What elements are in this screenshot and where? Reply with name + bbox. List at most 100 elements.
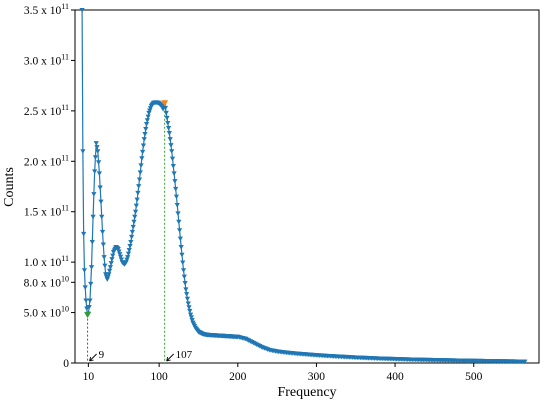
y-tick-label: 0 xyxy=(63,358,69,370)
series-line xyxy=(81,9,525,363)
data-point xyxy=(129,234,135,240)
data-point xyxy=(102,263,108,269)
x-axis-label: Frequency xyxy=(277,385,336,400)
data-point xyxy=(88,265,95,270)
data-point xyxy=(176,219,182,225)
data-point xyxy=(182,280,188,286)
data-point xyxy=(180,268,187,273)
data-point xyxy=(126,248,132,253)
data-point xyxy=(91,192,97,197)
data-point xyxy=(109,257,115,262)
data-point xyxy=(118,254,124,260)
y-tick-label: 8.0 x 1010 xyxy=(24,274,69,289)
data-point xyxy=(106,272,112,277)
data-point xyxy=(145,114,151,120)
data-point xyxy=(92,169,98,174)
data-point xyxy=(130,224,136,230)
annotations: 9 107 xyxy=(87,102,193,363)
minimum-label: 9 xyxy=(99,349,105,361)
x-tick-label: 400 xyxy=(386,371,404,383)
data-point xyxy=(173,186,179,192)
data-point xyxy=(127,244,133,249)
data-point xyxy=(133,203,139,209)
data-point xyxy=(93,141,99,146)
data-point xyxy=(139,156,145,161)
data-point xyxy=(168,143,174,148)
data-point xyxy=(92,155,99,160)
data-point xyxy=(98,199,104,205)
data-point xyxy=(188,312,194,318)
data-point xyxy=(110,253,116,259)
data-point xyxy=(79,8,85,13)
data-point xyxy=(172,179,178,184)
data-point xyxy=(188,315,194,320)
data-point xyxy=(81,231,87,237)
data-point xyxy=(171,171,177,176)
data-point xyxy=(141,137,147,142)
data-point xyxy=(83,298,89,304)
data-point xyxy=(142,132,148,137)
y-tick-label: 3.5 x 1011 xyxy=(24,2,69,17)
data-point xyxy=(99,229,106,235)
data-point xyxy=(522,359,528,365)
data-point xyxy=(165,120,171,126)
data-point xyxy=(80,149,86,154)
data-point xyxy=(128,239,134,245)
annotation-arrow xyxy=(89,353,97,362)
data-point xyxy=(82,285,88,290)
data-point xyxy=(175,211,181,216)
y-tick-label: 3.0 x 1011 xyxy=(24,52,69,67)
data-point xyxy=(104,277,110,282)
x-tick-label: 10 xyxy=(83,371,95,383)
x-tick-label: 300 xyxy=(308,371,326,383)
data-point xyxy=(173,194,180,200)
data-point xyxy=(94,145,100,150)
data-point xyxy=(87,298,93,304)
y-tick-label: 1.5 x 1011 xyxy=(24,204,69,219)
series-layer xyxy=(79,8,528,365)
data-point xyxy=(176,228,183,233)
data-point xyxy=(143,121,150,127)
y-tick-label: 1.0 x 1011 xyxy=(24,254,69,269)
data-point xyxy=(136,177,143,183)
data-point xyxy=(95,160,102,165)
data-point xyxy=(185,301,191,307)
data-point xyxy=(140,143,147,149)
data-point xyxy=(140,149,146,155)
data-point xyxy=(97,185,103,191)
data-point xyxy=(169,156,176,162)
data-point xyxy=(81,268,88,273)
data-point xyxy=(179,252,185,258)
highlight-layer xyxy=(84,100,169,319)
data-point xyxy=(132,209,139,215)
x-axis: 10 100 200 300 400 500 xyxy=(83,363,483,383)
data-point xyxy=(164,115,170,121)
data-point xyxy=(107,268,113,274)
y-axis-label: Counts xyxy=(2,167,17,207)
data-point xyxy=(95,149,101,154)
data-point xyxy=(125,255,131,260)
data-point xyxy=(184,296,191,302)
data-point xyxy=(187,308,193,314)
y-axis: 0 5.0 x 1010 8.0 x 1010 1.0 x 1011 1.5 x 101… xyxy=(24,2,75,370)
data-point xyxy=(174,202,180,208)
data-point xyxy=(166,131,172,136)
data-point xyxy=(88,281,94,287)
data-point xyxy=(181,274,187,280)
data-point xyxy=(167,137,173,142)
data-point xyxy=(138,163,144,168)
annotation-arrow xyxy=(166,353,174,362)
data-point xyxy=(99,214,105,220)
data-point xyxy=(165,126,172,131)
y-tick-label: 2.5 x 1011 xyxy=(24,103,69,118)
data-point xyxy=(107,265,113,270)
minimum-point xyxy=(84,312,92,319)
data-point xyxy=(162,105,169,111)
x-tick-label: 200 xyxy=(229,371,247,383)
data-point xyxy=(134,197,140,203)
data-point xyxy=(115,247,121,252)
data-point xyxy=(183,287,189,292)
data-point xyxy=(144,118,150,123)
data-point xyxy=(86,305,92,310)
data-point xyxy=(118,257,124,263)
